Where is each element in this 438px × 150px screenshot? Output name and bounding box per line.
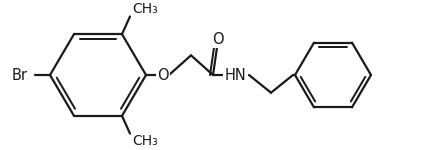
Text: CH₃: CH₃ [132,2,158,16]
Text: O: O [157,68,169,82]
Text: HN: HN [224,68,246,82]
Text: Br: Br [12,68,28,82]
Text: O: O [212,32,224,47]
Text: CH₃: CH₃ [132,134,158,148]
